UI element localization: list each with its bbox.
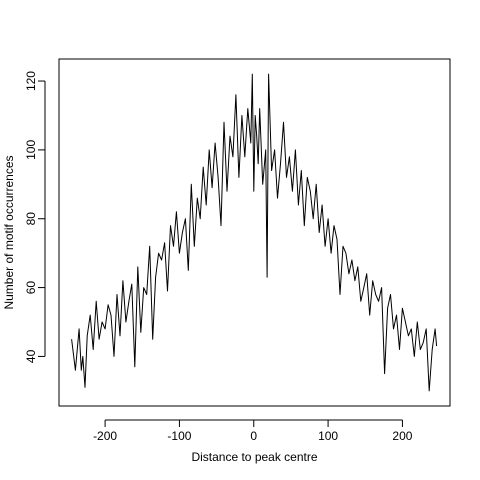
x-tick-label: 0 (250, 429, 257, 443)
y-tick-label: 80 (24, 212, 38, 226)
series-line (71, 73, 438, 392)
x-tick-label: -100 (167, 429, 191, 443)
y-tick-label: 40 (24, 349, 38, 363)
x-axis: -200 -100 0 100 200 (93, 419, 413, 443)
y-tick-label: 60 (24, 281, 38, 295)
y-axis: 40 60 80 100 120 (24, 71, 46, 363)
x-tick-label: 100 (318, 429, 338, 443)
series-layer (71, 73, 438, 392)
x-axis-label: Distance to peak centre (191, 450, 317, 464)
x-tick-label: 200 (392, 429, 412, 443)
y-axis-label: Number of motif occurrences (2, 155, 16, 309)
x-tick-label: -200 (93, 429, 117, 443)
y-tick-label: 100 (24, 140, 38, 160)
plot-frame (58, 58, 451, 407)
y-tick-label: 120 (24, 71, 38, 91)
